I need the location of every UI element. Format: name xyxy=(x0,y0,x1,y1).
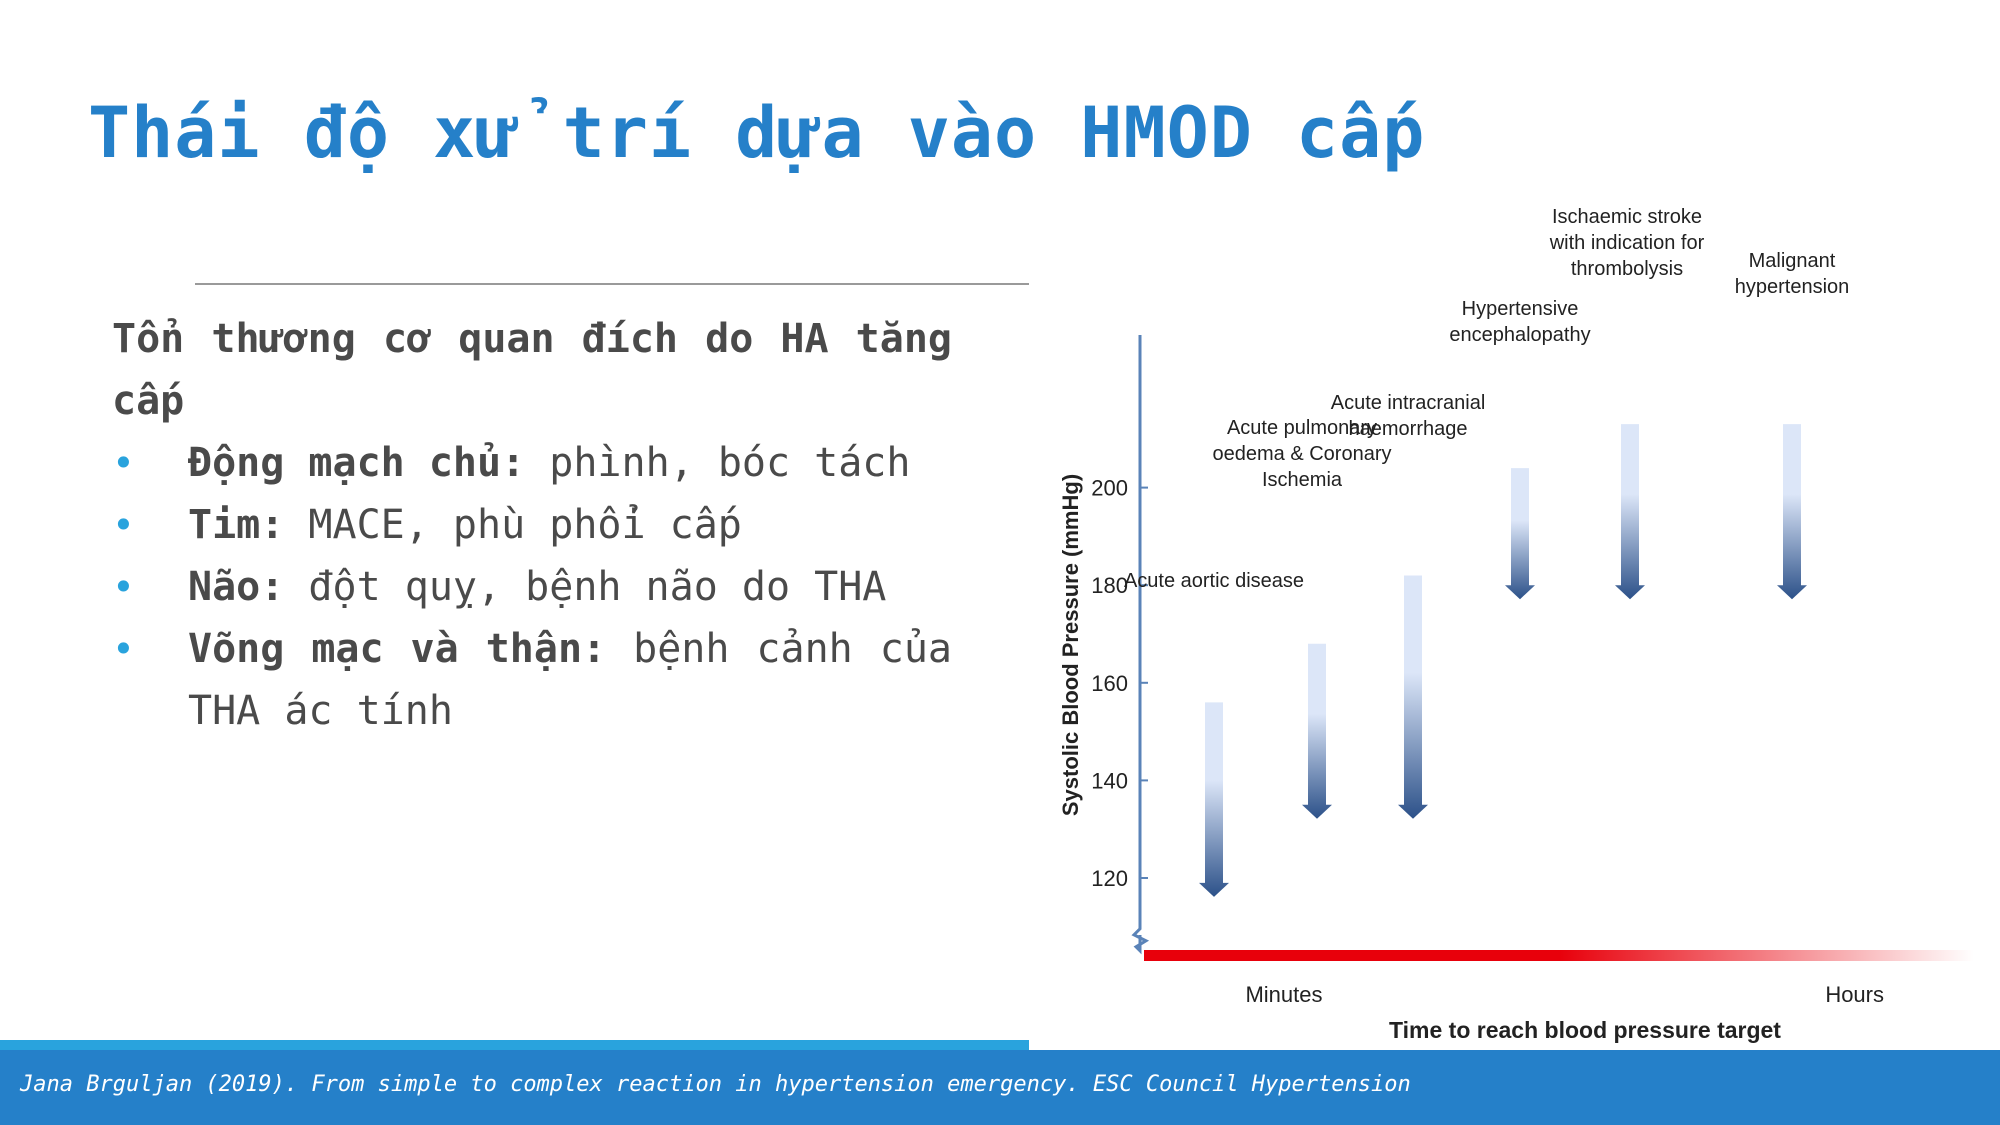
arrow-label: Acute aortic disease xyxy=(1124,570,1304,592)
bullet-dot-icon: • xyxy=(112,627,135,671)
arrow-bar xyxy=(1398,575,1428,819)
y-tick-label: 140 xyxy=(1091,768,1128,793)
bullet-text: MACE, phù phổi cấp xyxy=(284,502,742,548)
arrow-label: Acute pulmonary oedema & Coronary Ischemia xyxy=(1213,417,1392,491)
bullet-text: đột quỵ, bệnh não do THA xyxy=(284,564,887,610)
y-tick-label: 200 xyxy=(1091,476,1128,501)
x-tick-label: Hours xyxy=(1825,982,1884,1007)
bullet-item: • Tim: MACE, phù phổi cấp xyxy=(112,494,952,556)
citation: Jana Brguljan (2019). From simple to com… xyxy=(20,1072,1411,1097)
bullet-text: phình, bóc tách xyxy=(525,440,911,486)
arrow-label: Malignant hypertension xyxy=(1735,250,1850,298)
arrow-label: Ischaemic stroke with indication for throm… xyxy=(1549,206,1705,280)
divider xyxy=(195,283,1029,285)
y-axis-title: Systolic Blood Pressure (mmHg) xyxy=(1058,474,1083,816)
bullet-item: • Động mạch chủ: phình, bóc tách xyxy=(112,432,952,494)
arrow-bar xyxy=(1199,702,1229,897)
arrow-label: Hypertensive encephalopathy xyxy=(1449,298,1590,346)
bullet-key: Động mạch chủ: xyxy=(188,440,526,486)
bullet-key: Võng mạc và thận: xyxy=(188,626,607,672)
x-tick-label: Minutes xyxy=(1245,982,1322,1007)
footer-bar: Jana Brguljan (2019). From simple to com… xyxy=(0,1050,2000,1125)
bp-target-chart: 120 140 160 180 200 Systolic Blood Pressure (… xyxy=(1058,206,1974,1043)
bullet-text: bệnh cảnh của THA ác tính xyxy=(188,626,952,734)
arrow-bar xyxy=(1777,424,1807,600)
footer-accent-bar xyxy=(0,1040,1029,1050)
bullet-item: • Võng mạc và thận: bệnh cảnh của THA ác … xyxy=(112,618,952,742)
y-axis-line xyxy=(1131,335,1150,955)
arrow-bar xyxy=(1615,424,1645,600)
content-heading: Tổn thương cơ quan đích do HA tăng cấp xyxy=(112,316,952,424)
y-tick-label: 160 xyxy=(1091,671,1128,696)
bullet-key: Não: xyxy=(188,564,285,610)
arrow-bar xyxy=(1302,643,1332,819)
arrow-bar xyxy=(1505,468,1535,600)
y-tick-label: 180 xyxy=(1091,573,1128,598)
bullet-list: • Động mạch chủ: phình, bóc tách • Tim: MA… xyxy=(112,432,952,742)
time-bar xyxy=(1144,950,1974,961)
bullet-dot-icon: • xyxy=(112,441,135,485)
bullet-key: Tim: xyxy=(188,502,285,548)
y-tick-label: 120 xyxy=(1091,866,1128,891)
bullet-item: • Não: đột quỵ, bệnh não do THA xyxy=(112,556,952,618)
slide-title: Thái độ xử trí dựa vào HMOD cấp xyxy=(88,92,1426,174)
arrow-label: Acute intracranial haemorrhage xyxy=(1331,392,1486,440)
bullet-dot-icon: • xyxy=(112,503,135,547)
bullet-dot-icon: • xyxy=(112,565,135,609)
x-axis-title: Time to reach blood pressure target xyxy=(1389,1017,1781,1043)
content-block: Tổn thương cơ quan đích do HA tăng cấp •… xyxy=(112,308,952,742)
